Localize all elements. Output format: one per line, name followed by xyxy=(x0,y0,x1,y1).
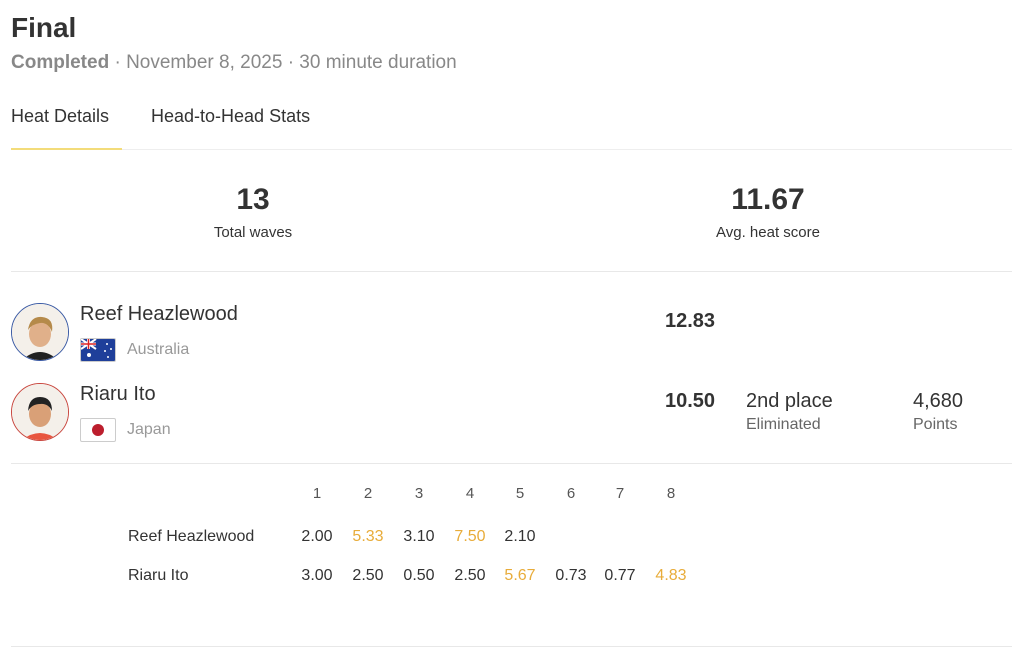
wave-score[interactable]: 0.73 xyxy=(555,567,587,584)
wave-row-athlete: Reef Heazlewood xyxy=(128,528,255,545)
athlete-photo-icon xyxy=(12,384,68,440)
australia-flag-icon xyxy=(80,338,116,362)
athlete-score: 10.50 xyxy=(665,390,716,412)
tab-divider xyxy=(11,149,1012,150)
wave-score[interactable]: 5.67 xyxy=(504,567,536,584)
wave-score[interactable]: 5.33 xyxy=(352,528,384,545)
heat-duration: 30 minute duration xyxy=(299,52,457,73)
wave-number-header: 2 xyxy=(363,485,373,502)
wave-number-header: 4 xyxy=(465,485,475,502)
athlete-name[interactable]: Riaru Ito xyxy=(80,383,156,405)
points-label: Points xyxy=(913,416,958,433)
avg-score-value: 11.67 xyxy=(731,183,805,216)
athlete-country: Australia xyxy=(127,341,190,358)
athlete-photo-icon xyxy=(12,304,68,360)
wave-number-header: 3 xyxy=(414,485,424,502)
wave-number-header: 6 xyxy=(566,485,576,502)
wave-score[interactable]: 0.50 xyxy=(403,567,435,584)
result-status: Eliminated xyxy=(746,416,821,433)
divider xyxy=(11,271,1012,272)
wave-score[interactable]: 4.83 xyxy=(655,567,687,584)
status-text: Completed xyxy=(11,52,110,73)
wave-score[interactable]: 2.00 xyxy=(301,528,333,545)
heat-meta: Completed · November 8, 2025 · 30 minute… xyxy=(11,52,457,73)
athlete-country: Japan xyxy=(127,421,171,438)
wave-score[interactable]: 3.10 xyxy=(403,528,435,545)
tab-heat-details[interactable]: Heat Details xyxy=(11,106,110,126)
divider xyxy=(11,463,1012,464)
avg-score-label: Avg. heat score xyxy=(716,224,820,241)
wave-score[interactable]: 2.50 xyxy=(352,567,384,584)
wave-score[interactable]: 2.50 xyxy=(454,567,486,584)
heat-date: November 8, 2025 xyxy=(126,52,283,73)
page-title: Final xyxy=(11,12,77,43)
wave-score[interactable]: 0.77 xyxy=(604,567,636,584)
wave-row-athlete: Riaru Ito xyxy=(128,567,189,584)
placing: 2nd place xyxy=(746,390,833,412)
wave-number-header: 5 xyxy=(515,485,525,502)
wave-score[interactable]: 2.10 xyxy=(504,528,536,545)
wave-score[interactable]: 7.50 xyxy=(454,528,486,545)
total-waves-value: 13 xyxy=(236,183,270,216)
avatar[interactable] xyxy=(11,303,69,361)
athlete-name[interactable]: Reef Heazlewood xyxy=(80,303,238,325)
points-value: 4,680 xyxy=(913,390,964,412)
wave-number-header: 7 xyxy=(615,485,625,502)
japan-flag-icon xyxy=(80,418,116,442)
wave-number-header: 1 xyxy=(312,485,322,502)
divider xyxy=(11,646,1012,647)
tab-head-to-head-stats[interactable]: Head-to-Head Stats xyxy=(151,106,311,126)
active-tab-indicator xyxy=(11,148,122,150)
avatar[interactable] xyxy=(11,383,69,441)
wave-score[interactable]: 3.00 xyxy=(301,567,333,584)
athlete-score: 12.83 xyxy=(665,310,716,332)
wave-number-header: 8 xyxy=(666,485,676,502)
total-waves-label: Total waves xyxy=(213,224,293,241)
